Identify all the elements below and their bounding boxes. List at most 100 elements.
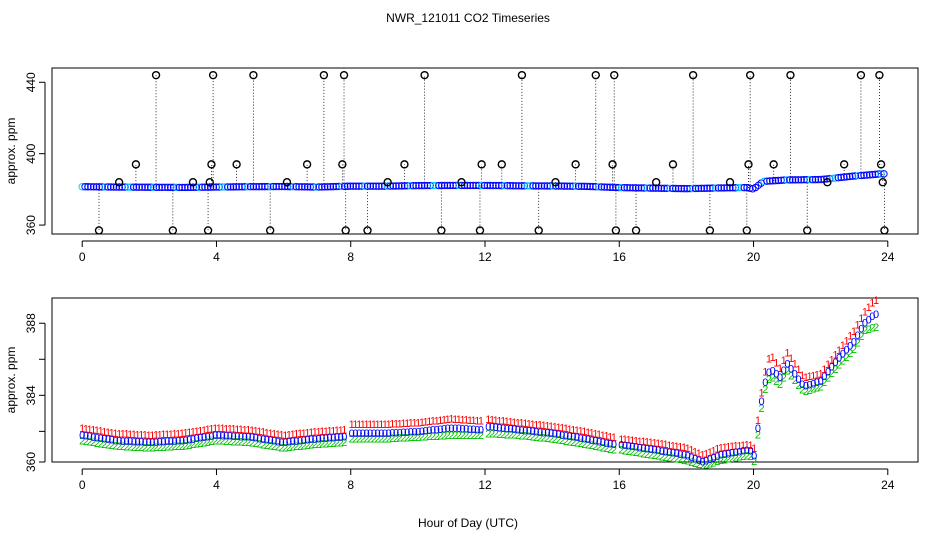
data-point [204,183,212,191]
data-point [714,184,723,192]
series-marker: 0 [688,452,694,464]
data-point [438,181,446,190]
data-point [141,183,149,191]
series-marker: 0 [219,430,225,442]
series-marker: 1 [378,419,384,431]
series-marker: 0 [814,377,820,389]
series-marker: 0 [537,427,543,439]
data-point [797,176,805,184]
data-point [132,183,141,191]
series-marker: 1 [563,423,569,435]
data-point [552,182,560,190]
outlier-point [338,160,347,169]
series-marker: 2 [869,323,875,335]
series-marker: 0 [79,430,85,442]
outlier-point [651,178,661,187]
series-marker: 2 [563,436,569,448]
outlier-point [188,178,198,187]
data-point [161,183,169,192]
series-marker: 0 [330,432,336,444]
series-marker: 0 [869,311,875,323]
series-marker: 0 [190,434,196,446]
series-marker: 2 [526,431,532,443]
series-marker: 0 [109,435,115,447]
series-marker: 0 [607,439,613,451]
series-marker: 1 [231,424,237,436]
series-marker: 1 [94,425,100,437]
series-marker: 0 [733,447,739,459]
outlier-point [631,226,641,235]
series-marker: 2 [120,441,126,453]
series-marker: 0 [183,435,189,447]
series-marker: 2 [467,430,473,442]
series-marker: 0 [231,431,237,443]
top-y-tick-label: 400 [24,143,38,163]
series-marker: 0 [810,378,816,390]
series-marker: 0 [293,436,299,448]
series-marker: 0 [759,396,765,408]
data-point [657,184,666,192]
series-marker: 2 [183,440,189,452]
series-marker: 1 [212,423,218,435]
series-marker: 2 [445,430,451,442]
series-marker: 2 [389,433,395,445]
data-point [449,181,457,190]
series-marker: 1 [471,415,477,427]
series-marker: 0 [803,381,809,393]
series-marker: 0 [640,443,646,455]
series-marker: 2 [131,442,137,454]
series-marker: 2 [578,438,584,450]
series-marker: 1 [393,419,399,431]
outlier-point [610,70,619,80]
series-marker: 1 [651,437,657,449]
outlier-point [742,226,752,235]
top-y-label: approx. ppm [4,118,18,185]
outlier-point [705,226,715,235]
series-marker: 2 [504,429,510,441]
series-marker: 0 [94,432,100,444]
series-marker: 1 [463,415,469,427]
x-axis-label: Hour of Day (UTC) [418,516,518,530]
series-marker: 1 [467,415,473,427]
data-point [700,184,708,192]
series-marker: 0 [862,318,868,330]
series-marker: 2 [740,451,746,463]
data-point [612,183,620,192]
series-marker: 2 [843,352,849,364]
series-marker: 0 [596,436,602,448]
series-marker: 1 [544,420,550,432]
series-marker: 0 [123,436,129,448]
series-marker: 1 [862,307,868,319]
data-point [272,182,280,191]
data-point [840,173,848,181]
outlier-point [591,70,600,80]
series-marker: 2 [733,452,739,464]
series-marker: 2 [290,442,296,454]
series-marker: 0 [629,441,635,453]
bottom-y-tick-label: 360 [24,452,38,472]
series-marker: 0 [563,430,569,442]
series-marker: 2 [105,440,111,452]
series-marker: 2 [338,437,344,449]
series-marker: 0 [611,439,617,451]
data-point [480,181,489,190]
data-point [560,182,569,190]
series-marker: 0 [267,435,273,447]
series-marker: 2 [411,432,417,444]
series-marker: 1 [459,414,465,426]
outlier-point [151,70,161,80]
data-point [423,181,432,190]
series-marker: 1 [238,424,244,436]
series-marker: 1 [352,419,358,431]
series-marker: 0 [626,440,632,452]
series-marker: 2 [352,434,358,446]
data-point [503,181,512,190]
series-marker: 2 [541,433,547,445]
series-marker: 2 [840,356,846,368]
series-marker: 0 [548,428,554,440]
data-point [426,181,434,190]
series-marker: 0 [840,349,846,361]
series-marker: 1 [485,414,491,426]
data-point [868,170,877,179]
series-marker: 1 [747,440,753,452]
